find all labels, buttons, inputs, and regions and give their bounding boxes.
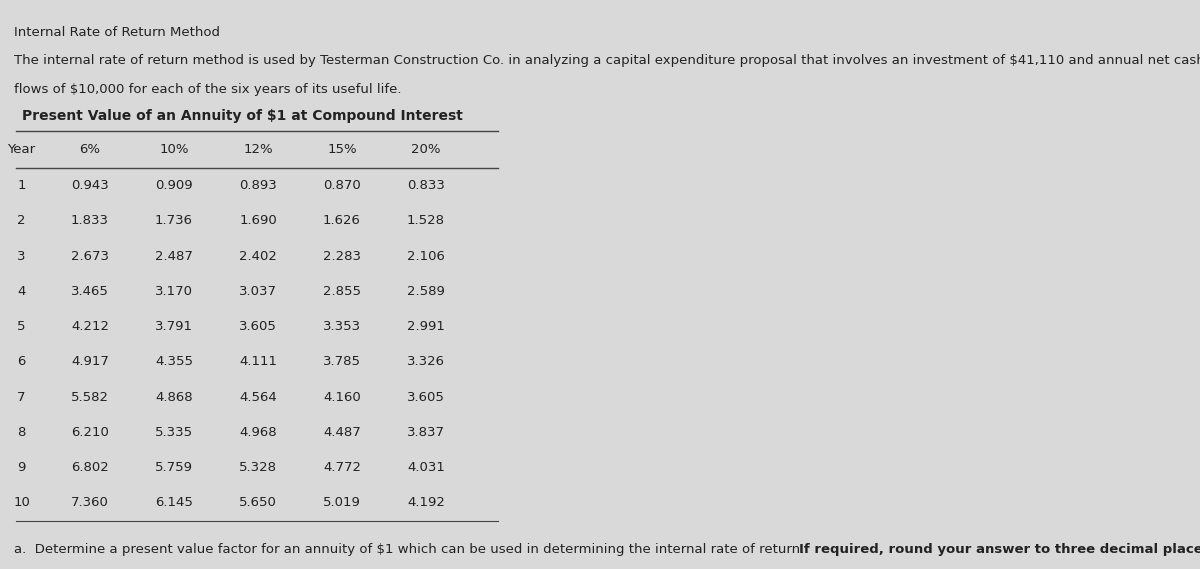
Text: 5: 5 [17,320,26,333]
Text: 6%: 6% [79,143,101,156]
Text: 3.037: 3.037 [239,285,277,298]
Text: 3.791: 3.791 [155,320,193,333]
Text: 0.909: 0.909 [155,179,193,192]
Text: 5.328: 5.328 [239,461,277,474]
Text: 0.833: 0.833 [407,179,445,192]
Text: 7: 7 [17,391,26,403]
Text: 1.626: 1.626 [323,215,361,227]
Text: 20%: 20% [412,143,440,156]
Text: 2: 2 [17,215,26,227]
Text: 1.833: 1.833 [71,215,109,227]
Text: 3.605: 3.605 [239,320,277,333]
Text: 10%: 10% [160,143,188,156]
Text: 4.968: 4.968 [239,426,277,439]
Text: 4: 4 [18,285,25,298]
Text: 2.106: 2.106 [407,250,445,262]
Text: 5.582: 5.582 [71,391,109,403]
Text: 5.650: 5.650 [239,497,277,509]
Text: 2.991: 2.991 [407,320,445,333]
Text: 3.465: 3.465 [71,285,109,298]
Text: Year: Year [7,143,36,156]
Text: 4.111: 4.111 [239,356,277,368]
Text: 3.837: 3.837 [407,426,445,439]
Text: 6.145: 6.145 [155,497,193,509]
Text: 3.353: 3.353 [323,320,361,333]
Text: 2.855: 2.855 [323,285,361,298]
Text: 4.564: 4.564 [239,391,277,403]
Text: 15%: 15% [328,143,356,156]
Text: 4.031: 4.031 [407,461,445,474]
Text: 0.893: 0.893 [239,179,277,192]
Text: The internal rate of return method is used by Testerman Construction Co. in anal: The internal rate of return method is us… [14,54,1200,67]
Text: 1.690: 1.690 [239,215,277,227]
Text: 0.870: 0.870 [323,179,361,192]
Text: 1: 1 [17,179,26,192]
Text: 4.772: 4.772 [323,461,361,474]
Text: 4.487: 4.487 [323,426,361,439]
Text: 2.589: 2.589 [407,285,445,298]
Text: Internal Rate of Return Method: Internal Rate of Return Method [14,26,221,39]
Text: 0.943: 0.943 [71,179,109,192]
Text: 4.917: 4.917 [71,356,109,368]
Text: 6: 6 [18,356,25,368]
Text: 7.360: 7.360 [71,497,109,509]
Text: If required, round your answer to three decimal places.: If required, round your answer to three … [799,543,1200,556]
Text: 5.335: 5.335 [155,426,193,439]
Text: 3.326: 3.326 [407,356,445,368]
Text: 4.868: 4.868 [155,391,193,403]
Text: a.  Determine a present value factor for an annuity of $1 which can be used in d: a. Determine a present value factor for … [14,543,809,556]
Text: Present Value of an Annuity of $1 at Compound Interest: Present Value of an Annuity of $1 at Com… [22,109,462,123]
Text: 5.759: 5.759 [155,461,193,474]
Text: 5.019: 5.019 [323,497,361,509]
Text: 8: 8 [18,426,25,439]
Text: flows of $10,000 for each of the six years of its useful life.: flows of $10,000 for each of the six yea… [14,83,402,96]
Text: 4.355: 4.355 [155,356,193,368]
Text: 1.528: 1.528 [407,215,445,227]
Text: 9: 9 [18,461,25,474]
Text: 4.160: 4.160 [323,391,361,403]
Text: 4.192: 4.192 [407,497,445,509]
Text: 2.673: 2.673 [71,250,109,262]
Text: 12%: 12% [244,143,272,156]
Text: 4.212: 4.212 [71,320,109,333]
Text: 2.402: 2.402 [239,250,277,262]
Text: 10: 10 [13,497,30,509]
Text: 3.170: 3.170 [155,285,193,298]
Text: 3.785: 3.785 [323,356,361,368]
Text: 2.283: 2.283 [323,250,361,262]
Text: 2.487: 2.487 [155,250,193,262]
Text: 6.802: 6.802 [71,461,109,474]
Text: 3: 3 [17,250,26,262]
Text: 6.210: 6.210 [71,426,109,439]
Text: 1.736: 1.736 [155,215,193,227]
Text: 3.605: 3.605 [407,391,445,403]
